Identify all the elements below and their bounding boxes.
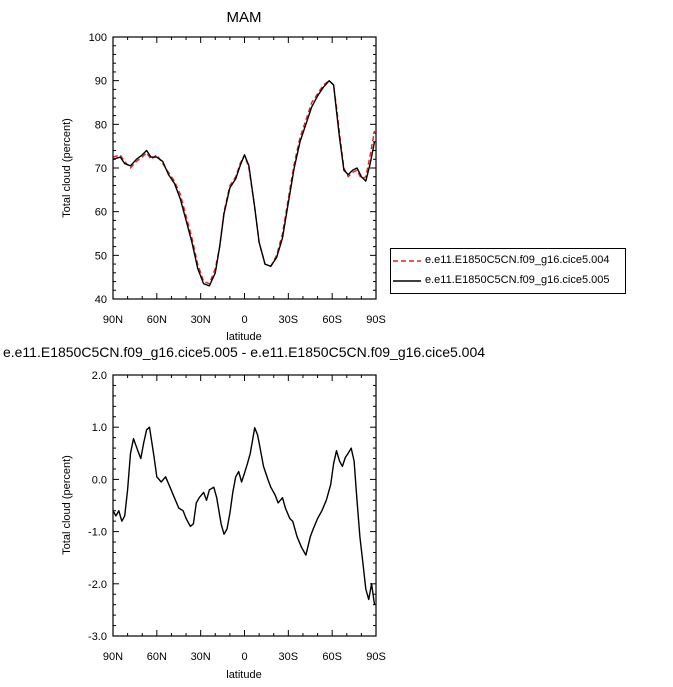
top-chart-title: MAM	[227, 9, 262, 26]
bottom-y-tick-label: -2.0	[88, 579, 107, 591]
bottom-y-tick-label: -3.0	[88, 631, 107, 643]
bottom-y-tick-label: 0.0	[92, 474, 107, 486]
top-y-tick-label: 40	[95, 294, 107, 306]
bottom-x-tick-label: 90N	[103, 651, 123, 663]
bottom-y-axis-label: Total cloud (percent)	[61, 455, 73, 555]
bottom-x-axis-label: latitude	[226, 669, 261, 681]
top-y-tick-label: 80	[95, 119, 107, 131]
bottom-chart-title: e.e11.E1850C5CN.f09_g16.cice5.005 - e.e1…	[3, 344, 485, 360]
top-x-tick-label: 90S	[366, 314, 386, 326]
top-y-axis-label: Total cloud (percent)	[61, 118, 73, 218]
bottom-y-tick-label: 2.0	[92, 370, 107, 382]
bottom-x-tick-label: 90S	[366, 651, 386, 663]
legend: e.e11.E1850C5CN.f09_g16.cice5.004 e.e11.…	[390, 248, 626, 294]
legend-swatch-solid-black	[393, 280, 421, 282]
bottom-x-tick-label: 60N	[147, 651, 167, 663]
top-x-tick-label: 0	[241, 314, 247, 326]
top-x-axis-label: latitude	[226, 331, 261, 343]
bottom-plot-frame	[112, 374, 377, 637]
top-series-line-1	[112, 80, 376, 285]
top-x-tick-label: 90N	[103, 314, 123, 326]
legend-entry-005: e.e11.E1850C5CN.f09_g16.cice5.005	[391, 271, 625, 291]
top-y-tick-label: 70	[95, 163, 107, 175]
bottom-x-tick-label: 0	[241, 651, 247, 663]
legend-entry-004: e.e11.E1850C5CN.f09_g16.cice5.004	[391, 251, 625, 271]
bottom-y-tick-label: -1.0	[88, 527, 107, 539]
top-x-tick-label: 30S	[279, 314, 299, 326]
top-y-tick-label: 90	[95, 76, 107, 88]
top-y-tick-label: 60	[95, 207, 107, 219]
bottom-x-tick-label: 60S	[322, 651, 342, 663]
top-series-line-2	[112, 80, 376, 287]
top-x-tick-label: 60N	[147, 314, 167, 326]
legend-swatch-dashed-red	[393, 260, 421, 262]
bottom-series-line-1	[112, 426, 376, 605]
legend-label-005: e.e11.E1850C5CN.f09_g16.cice5.005	[425, 274, 610, 286]
bottom-y-tick-label: 1.0	[92, 422, 107, 434]
top-y-tick-label: 50	[95, 250, 107, 262]
top-x-tick-label: 60S	[322, 314, 342, 326]
top-plot-frame	[112, 36, 377, 300]
top-x-tick-label: 30N	[191, 314, 211, 326]
bottom-x-tick-label: 30N	[191, 651, 211, 663]
bottom-x-tick-label: 30S	[279, 651, 299, 663]
top-y-tick-label: 100	[89, 32, 107, 44]
legend-label-004: e.e11.E1850C5CN.f09_g16.cice5.004	[425, 254, 610, 266]
